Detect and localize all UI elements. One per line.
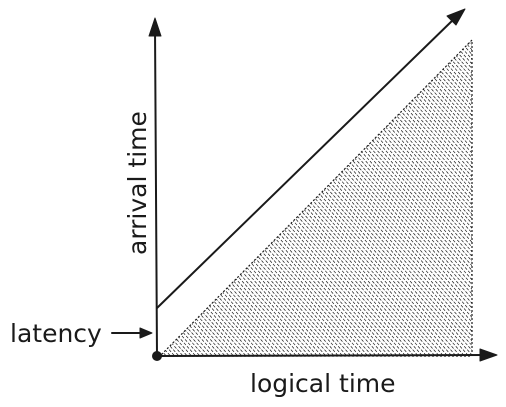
hatch-stroke: [160, 40, 472, 356]
hatch-stroke: [160, 40, 327, 356]
hatched-region-outline: [159, 38, 473, 357]
x-axis-arrowhead: [479, 348, 498, 362]
hatch-stroke: [166, 40, 472, 356]
x-axis-label: logical time: [250, 369, 396, 398]
hatch-stroke: [160, 40, 260, 356]
diagonal-arrowhead: [446, 8, 466, 26]
latency-pointer-arrowhead: [139, 327, 153, 339]
hatch-stroke: [160, 40, 285, 356]
hatch-stroke: [160, 40, 462, 356]
hatch-stroke: [160, 40, 315, 356]
hatch-stroke: [160, 40, 294, 356]
y-axis-line: [154, 27, 158, 357]
hatch-stroke: [410, 40, 472, 356]
hatch-stroke: [160, 40, 281, 356]
hatch-stroke: [160, 40, 472, 356]
hatch-stroke: [160, 40, 472, 356]
hatch-stroke: [160, 40, 264, 356]
hatch-stroke: [160, 40, 457, 356]
hatch-stroke: [160, 40, 273, 356]
hatch-stroke: [160, 40, 310, 356]
hatch-stroke: [160, 40, 472, 356]
hatch-stroke: [160, 40, 411, 356]
hatch-stroke: [376, 40, 472, 356]
latency-diagonal-line: [156, 17, 456, 309]
hatch-stroke: [160, 40, 470, 356]
hatch-stroke: [443, 40, 472, 356]
hatch-stroke: [267, 40, 472, 356]
x-axis-line: [156, 354, 486, 357]
hatch-stroke: [439, 40, 472, 356]
hatch-stroke: [160, 40, 298, 356]
hatch-stroke: [160, 40, 407, 356]
hatch-stroke: [160, 40, 289, 356]
hatch-stroke: [160, 40, 323, 356]
hatch-stroke: [334, 40, 472, 356]
hatch-stroke: [242, 40, 472, 356]
hatch-stroke: [160, 40, 302, 356]
hatch-stroke: [162, 40, 472, 356]
y-axis-label: arrival time: [123, 111, 152, 255]
hatch-stroke: [292, 40, 472, 356]
hatch-stroke: [160, 40, 399, 356]
hatch-stroke: [183, 40, 472, 356]
hatch-stroke: [160, 40, 403, 356]
hatch-stroke: [418, 40, 472, 356]
hatch-stroke: [301, 40, 472, 356]
hatch-stroke: [160, 40, 472, 356]
hatch-stroke: [393, 40, 472, 356]
latency-label: latency: [10, 319, 102, 348]
hatch-stroke: [309, 40, 472, 356]
hatch-stroke: [160, 40, 453, 356]
hatch-stroke: [401, 40, 472, 356]
hatch-stroke: [160, 40, 268, 356]
hatch-stroke: [160, 40, 319, 356]
hatch-stroke: [250, 40, 472, 356]
hatch-stroke: [160, 40, 472, 356]
hatch-stroke: [397, 40, 472, 356]
hatch-stroke: [160, 40, 277, 356]
hatch-stroke: [406, 40, 472, 356]
y-axis-arrowhead: [148, 17, 162, 37]
hatch-stroke: [359, 40, 472, 356]
origin-dot: [152, 351, 162, 361]
hatch-stroke: [160, 40, 394, 356]
hatch-stroke: [160, 40, 306, 356]
hatch-stroke: [385, 40, 472, 356]
